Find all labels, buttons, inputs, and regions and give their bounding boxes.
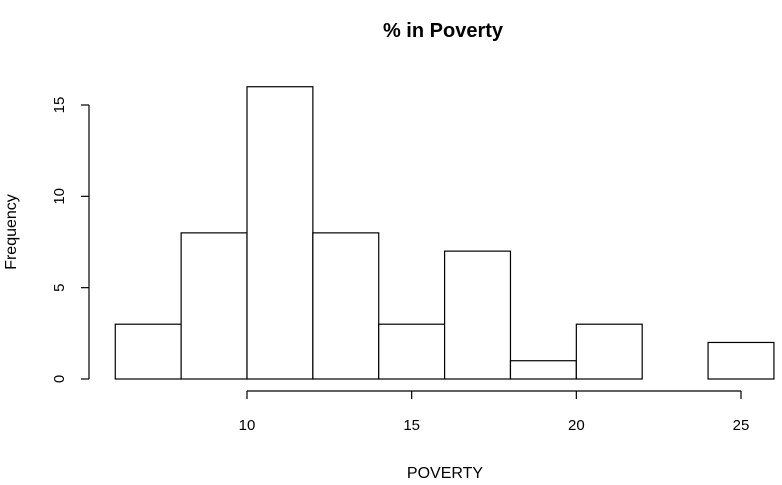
bars-group (114, 86, 775, 380)
histogram-bar-8-10 (180, 232, 248, 380)
y-tick-label-15: 15 (51, 97, 68, 114)
y-tick-label-10: 10 (51, 188, 68, 205)
x-axis: 10 15 20 25 (239, 390, 750, 434)
histogram-bar-14-16 (378, 323, 446, 380)
histogram-bar-10-12 (246, 86, 314, 380)
x-tick-label-10: 10 (239, 417, 256, 434)
histogram-bar-18-20 (509, 360, 577, 380)
chart-title: % in Poverty (383, 20, 504, 42)
x-tick-label-15: 15 (403, 417, 420, 434)
x-tick-label-25: 25 (733, 417, 750, 434)
histogram-bar-20-22 (575, 323, 643, 380)
y-tick-label-5: 5 (51, 283, 68, 291)
x-axis-label: POVERTY (407, 465, 484, 482)
y-axis-label: Frequency (3, 194, 20, 270)
histogram-bar-6-8 (114, 323, 182, 380)
histogram-bar-24-26 (707, 341, 775, 380)
y-axis: 0 5 10 15 (51, 97, 90, 383)
x-tick-label-20: 20 (568, 417, 585, 434)
histogram-bar-12-14 (312, 232, 380, 380)
histogram-bar-16-18 (444, 250, 512, 380)
y-tick-label-0: 0 (51, 375, 68, 383)
